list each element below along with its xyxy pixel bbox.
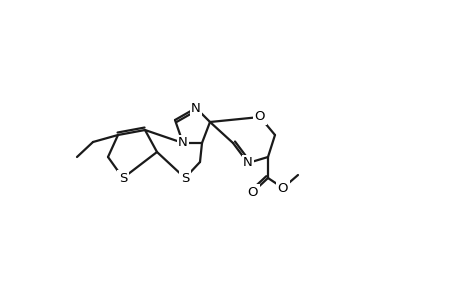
Text: N: N: [178, 136, 187, 149]
Text: O: O: [277, 182, 288, 194]
Text: S: S: [118, 172, 127, 184]
Text: O: O: [254, 110, 265, 124]
Text: O: O: [247, 185, 257, 199]
Text: S: S: [180, 172, 189, 184]
Text: N: N: [190, 101, 201, 115]
Text: N: N: [243, 157, 252, 169]
